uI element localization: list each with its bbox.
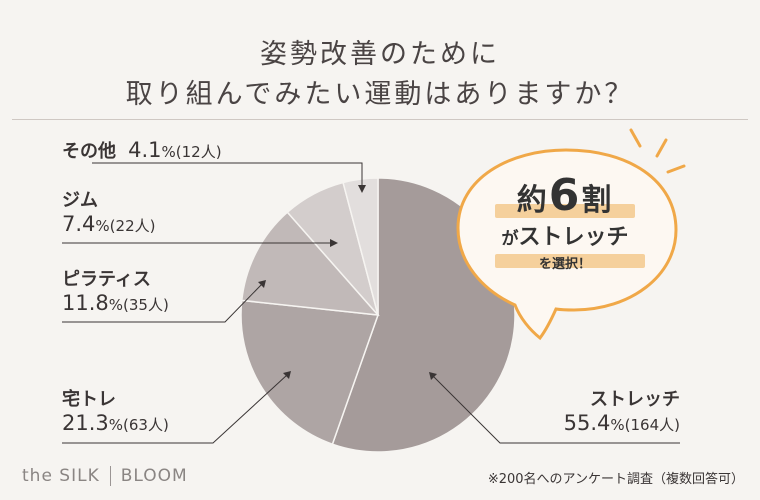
pie-slice-other: [342, 177, 379, 316]
pie-slices: [240, 177, 516, 453]
label-stretch: ストレッチ 55.4%(164人): [563, 389, 680, 435]
badge-line-2: がストレッチ: [501, 225, 629, 250]
label-other: その他 4.1%(12人): [62, 138, 222, 162]
label-pilates: ピラティス 11.8%(35人): [62, 269, 169, 315]
label-gym: ジム 7.4%(22人): [62, 190, 156, 236]
arrow-pilates: [258, 280, 266, 288]
leader-line-pilates: [62, 282, 264, 323]
highlight-bar-2: [495, 254, 645, 268]
leader-line-other: [92, 162, 363, 188]
sparkle-line-2: [655, 138, 668, 158]
label-home: 宅トレ 21.3%(63人): [62, 389, 169, 435]
leader-line-home: [62, 374, 288, 444]
brand-logo: the SILK BLOOM: [22, 466, 188, 486]
leader-line-stretch: [432, 375, 680, 444]
title-line-2: 取り組んでみたい運動はありますか？: [125, 79, 635, 110]
badge-line-3: を選択！: [538, 257, 591, 272]
survey-note: ※200名へのアンケート調査（複数回答可）: [487, 472, 744, 487]
title-divider: [12, 119, 748, 120]
arrow-home: [283, 371, 291, 379]
arrow-stretch: [429, 372, 437, 380]
pie-slice-pilates: [240, 211, 380, 316]
pie-slice-home: [240, 299, 380, 446]
badge-text: 約6割 がストレッチ を選択！: [460, 170, 670, 272]
title-line-1: 姿勢改善のために: [260, 39, 500, 70]
brand-separator: [109, 466, 111, 486]
badge-bubble: [456, 148, 678, 341]
leader-arrows: [258, 185, 437, 380]
leader-lines: [62, 162, 680, 444]
sparkle-line-3: [666, 164, 686, 174]
sparkle-line-1: [629, 128, 642, 148]
arrow-other: [358, 185, 366, 193]
highlight-bar-1: [495, 204, 635, 218]
callout-badge: [456, 128, 686, 341]
badge-line-1: 約6割: [516, 170, 614, 221]
sparkle-lines: [629, 128, 686, 174]
arrow-gym: [330, 239, 338, 247]
